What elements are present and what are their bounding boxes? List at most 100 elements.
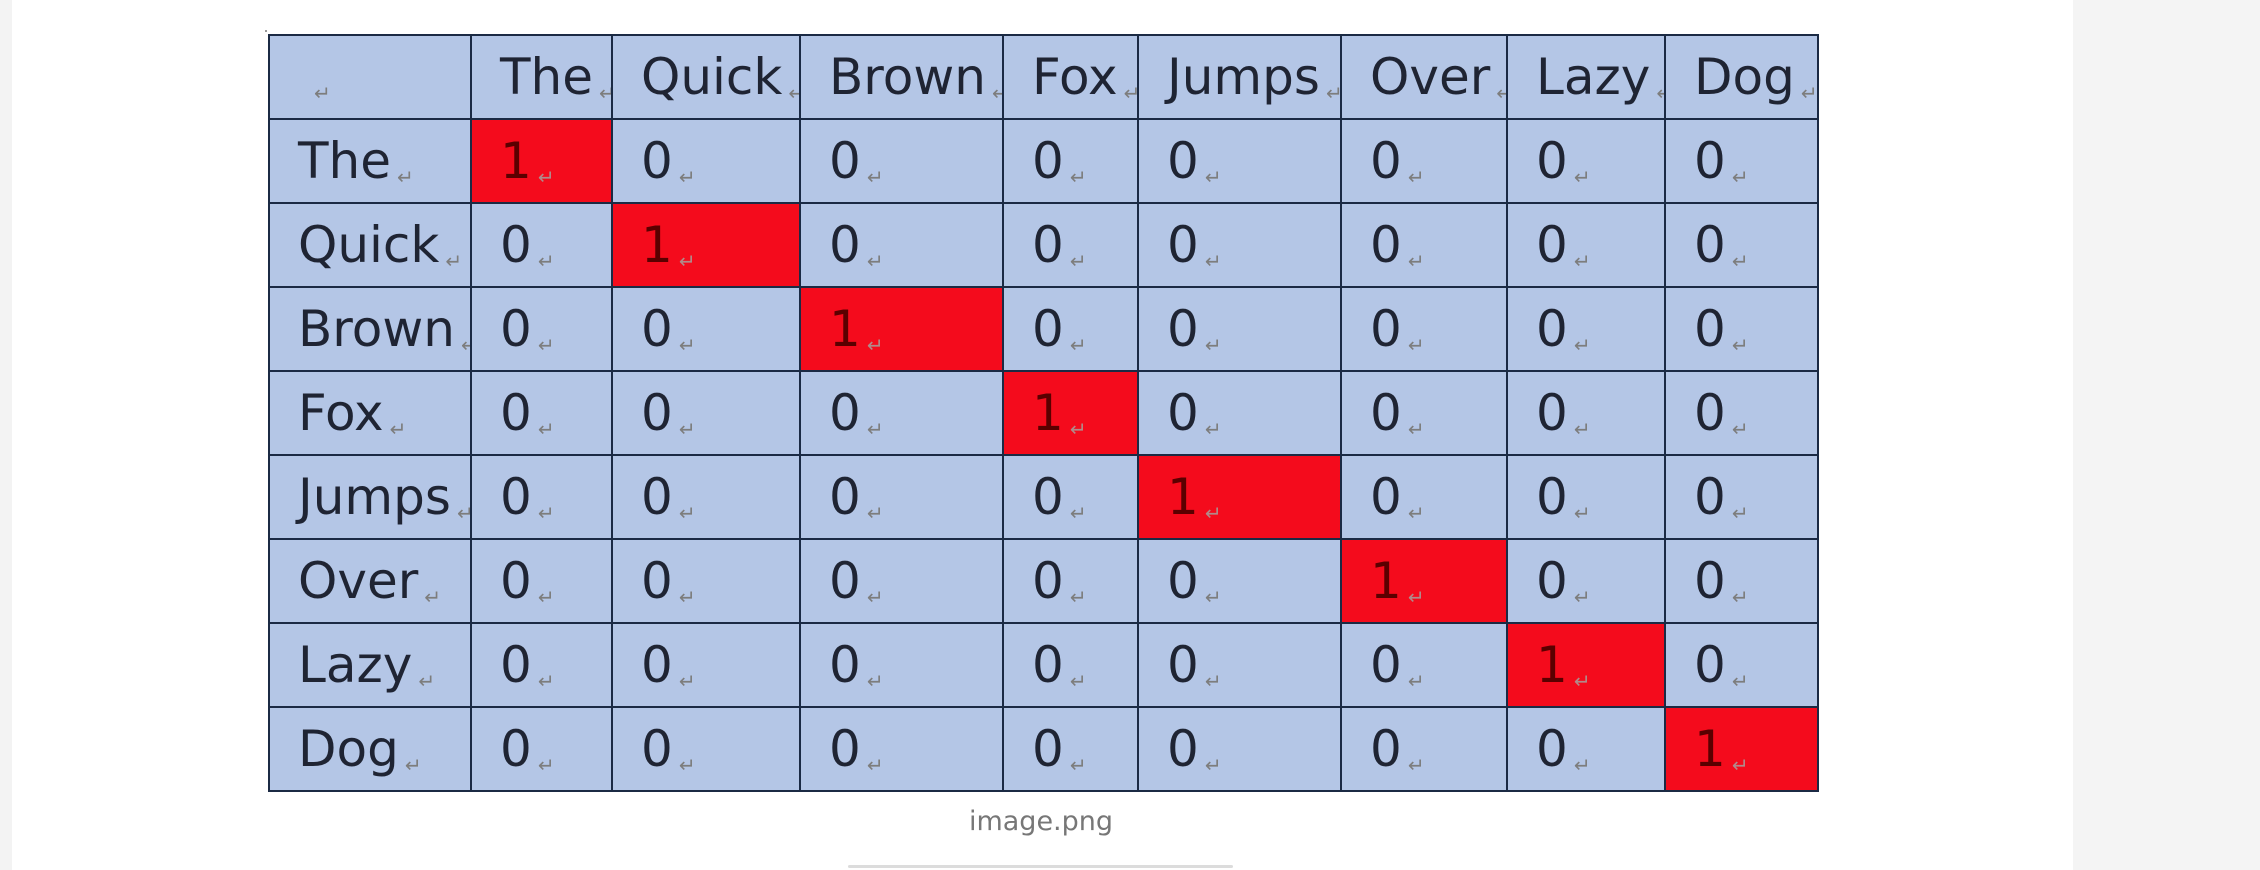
matrix-cell-text: 0 <box>829 216 861 274</box>
paragraph-mark-icon: ↵ <box>1731 333 1749 357</box>
matrix-cell: 0 ↵ <box>799 622 1004 708</box>
row-header-cell-text: Jumps <box>298 468 451 526</box>
matrix-cell: 0 ↵ <box>1664 202 1819 288</box>
matrix-cell-text: 0 <box>1694 384 1726 442</box>
paragraph-mark-icon: ↵ <box>866 249 884 273</box>
paragraph-mark-icon: ↵ <box>1326 81 1339 105</box>
paragraph-mark-icon: ↵ <box>678 249 696 273</box>
table-row: The ↵ 1 ↵ 0 ↵ 0 ↵ 0 ↵ 0 ↵ 0 ↵ 0 ↵ 0 ↵ <box>268 118 1819 204</box>
paragraph-mark-icon: ↵ <box>1204 417 1222 441</box>
column-header-cell: Over↵ <box>1340 34 1508 120</box>
paragraph-mark-icon: ↵ <box>537 249 555 273</box>
matrix-cell-text: 0 <box>1694 216 1726 274</box>
highlighted-cell-text: 1 <box>1536 636 1568 694</box>
paragraph-mark-icon: ↵ <box>678 333 696 357</box>
paragraph-mark-icon: ↵ <box>678 165 696 189</box>
matrix-cell-text: 0 <box>1370 720 1402 778</box>
matrix-cell-text: 0 <box>1370 636 1402 694</box>
table-row: Over ↵ 0 ↵ 0 ↵ 0 ↵ 0 ↵ 0 ↵ 1 ↵ 0 ↵ 0 ↵ <box>268 538 1819 624</box>
paragraph-mark-icon: ↵ <box>866 333 884 357</box>
paragraph-mark-icon: ↵ <box>866 669 884 693</box>
matrix-cell: 0 ↵ <box>1002 706 1139 792</box>
highlighted-cell-text: 1 <box>500 132 532 190</box>
matrix-cell-text: 0 <box>500 300 532 358</box>
paragraph-mark-icon: ↵ <box>397 165 414 189</box>
matrix-cell: 0 ↵ <box>1002 454 1139 540</box>
matrix-cell-text: 0 <box>1167 720 1199 778</box>
matrix-cell: 0 ↵ <box>611 706 801 792</box>
matrix-cell: 0 ↵ <box>799 538 1004 624</box>
matrix-cell: 0 ↵ <box>1137 118 1342 204</box>
highlighted-cell: 1 ↵ <box>1137 454 1342 540</box>
paragraph-mark-icon: ↵ <box>1407 753 1425 777</box>
paragraph-mark-icon: ↵ <box>424 585 442 609</box>
matrix-cell: 0 ↵ <box>1664 370 1819 456</box>
matrix-cell: 0 ↵ <box>1506 118 1666 204</box>
matrix-cell: 0 ↵ <box>1506 538 1666 624</box>
paragraph-mark-icon: ↵ <box>1407 585 1425 609</box>
paragraph-mark-icon: ↵ <box>404 753 422 777</box>
matrix-cell-text: 0 <box>500 216 532 274</box>
left-gutter <box>0 0 12 870</box>
row-header-cell: Brown↵ <box>268 286 472 372</box>
matrix-cell-text: 0 <box>500 384 532 442</box>
matrix-cell-text: 0 <box>829 552 861 610</box>
matrix-cell-text: 0 <box>1370 132 1402 190</box>
paragraph-mark-icon: ↵ <box>678 585 696 609</box>
paragraph-mark-icon: ↵ <box>1204 753 1222 777</box>
paragraph-mark-icon: ↵ <box>1731 501 1749 525</box>
matrix-cell: 0 ↵ <box>470 454 613 540</box>
paragraph-mark-icon: ↵ <box>1069 669 1087 693</box>
paragraph-mark-icon: ↵ <box>537 585 555 609</box>
column-header-cell: The↵ <box>470 34 613 120</box>
matrix-cell-text: 0 <box>1032 468 1064 526</box>
matrix-cell: 0 ↵ <box>799 202 1004 288</box>
highlighted-cell-text: 1 <box>1032 384 1064 442</box>
paragraph-mark-icon: ↵ <box>537 753 555 777</box>
matrix-cell: 0 ↵ <box>611 370 801 456</box>
matrix-cell: 0 ↵ <box>1506 370 1666 456</box>
row-header-cell-text: Over <box>298 552 419 610</box>
row-header-cell: Jumps↵ <box>268 454 472 540</box>
corner-dot <box>265 30 267 32</box>
matrix-cell-text: 0 <box>641 384 673 442</box>
table-row: Brown↵0↵0↵1↵0↵0↵0↵0↵0↵ <box>268 286 1819 372</box>
matrix-cell-text: 0 <box>641 636 673 694</box>
row-header-cell: Fox ↵ <box>268 370 472 456</box>
matrix-cell-text: 0 <box>1167 132 1199 190</box>
paragraph-mark-icon: ↵ <box>1407 501 1425 525</box>
matrix-cell-text: 0 <box>641 720 673 778</box>
paragraph-mark-icon: ↵ <box>1069 249 1087 273</box>
paragraph-mark-icon: ↵ <box>1204 165 1222 189</box>
matrix-cell-text: 0 <box>500 720 532 778</box>
matrix-cell-text: 0 <box>1167 552 1199 610</box>
matrix-cell-text: 0 <box>829 636 861 694</box>
right-side-panel <box>2073 0 2260 870</box>
matrix-cell-text: 0 <box>1694 636 1726 694</box>
column-header-cell: Quick↵ <box>611 34 801 120</box>
paragraph-mark-icon: ↵ <box>1204 249 1222 273</box>
matrix-cell: 0 ↵ <box>799 118 1004 204</box>
paragraph-mark-icon: ↵ <box>678 501 696 525</box>
row-header-cell-text: Lazy <box>298 636 413 694</box>
highlighted-cell: 1 ↵ <box>1506 622 1666 708</box>
row-header-cell: Over ↵ <box>268 538 472 624</box>
matrix-cell-text: 0 <box>1370 468 1402 526</box>
row-header-cell: Quick ↵ <box>268 202 472 288</box>
paragraph-mark-icon: ↵ <box>1573 669 1591 693</box>
matrix-cell: 0 ↵ <box>1340 454 1508 540</box>
column-header-cell-text: Jumps <box>1167 48 1320 106</box>
matrix-cell: 0 ↵ <box>1002 622 1139 708</box>
paragraph-mark-icon: ↵ <box>1731 417 1749 441</box>
highlighted-cell-text: 1 <box>641 216 673 274</box>
paragraph-mark-icon: ↵ <box>1204 669 1222 693</box>
matrix-cell: 0 ↵ <box>799 706 1004 792</box>
matrix-cell-text: 0 <box>1167 636 1199 694</box>
paragraph-mark-icon: ↵ <box>537 501 555 525</box>
scroll-indicator[interactable] <box>848 865 1233 868</box>
column-header-cell-text: Quick <box>641 48 783 106</box>
matrix-cell: 0 ↵ <box>1340 622 1508 708</box>
embedded-image[interactable]: ↵The↵Quick↵Brown↵Fox↵Jumps↵Over↵Lazy↵Dog… <box>268 34 1819 792</box>
highlighted-cell: 1 ↵ <box>1664 706 1819 792</box>
